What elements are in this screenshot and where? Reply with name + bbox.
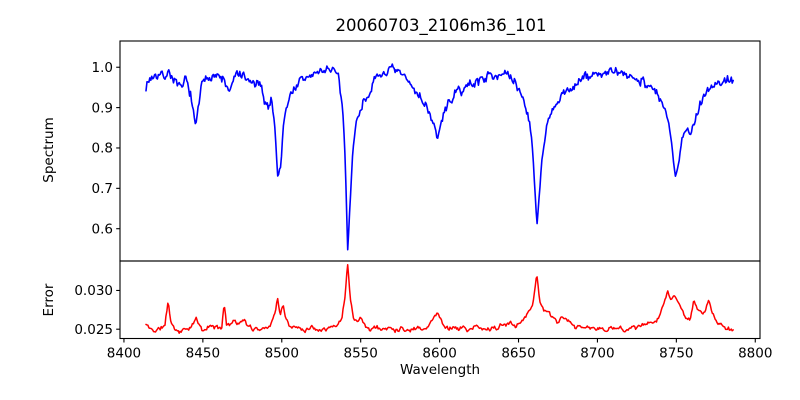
- plot-title: 20060703_2106m36_101: [335, 16, 546, 36]
- spectrum-y-tick-label: 0.9: [92, 100, 113, 116]
- spectrum-y-tick-label: 0.7: [92, 181, 113, 197]
- x-tick-label: 8650: [501, 346, 535, 362]
- x-tick-label: 8450: [186, 346, 220, 362]
- spectrum-line-series: [145, 63, 734, 251]
- spectrum-y-tick-label: 0.6: [92, 221, 113, 237]
- error-line-series: [145, 263, 734, 334]
- x-axis-label: Wavelength: [400, 362, 480, 378]
- error-y-tick-label: 0.025: [74, 322, 113, 338]
- error-y-ticks: 0.025 0.030: [74, 283, 120, 338]
- x-tick-label: 8400: [107, 346, 141, 362]
- spectrum-y-tick-label: 0.8: [92, 141, 113, 157]
- error-y-axis-label: Error: [41, 283, 57, 316]
- x-tick-label: 8800: [738, 346, 772, 362]
- spectrum-y-tick-label: 1.0: [92, 60, 113, 76]
- x-tick-label: 8750: [659, 346, 693, 362]
- x-ticks: 8400 8450 8500 8550 8600 8650 8700 8750 8800: [107, 338, 772, 362]
- spectrum-y-ticks: 0.6 0.7 0.8 0.9 1.0: [92, 60, 120, 237]
- x-tick-label: 8550: [344, 346, 378, 362]
- error-y-tick-label: 0.030: [74, 283, 113, 299]
- x-tick-label: 8600: [422, 346, 456, 362]
- x-tick-label: 8700: [580, 346, 614, 362]
- x-tick-label: 8500: [265, 346, 299, 362]
- spectrum-y-axis-label: Spectrum: [41, 117, 57, 182]
